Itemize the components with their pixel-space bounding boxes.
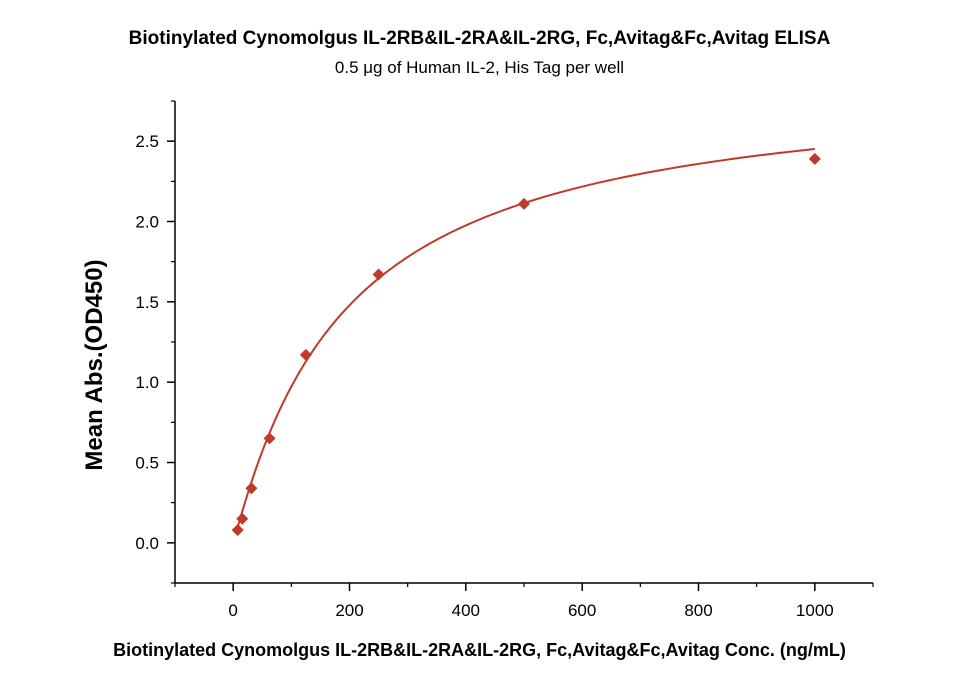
x-tick-label: 800 — [684, 601, 712, 620]
chart-subtitle: 0.5 μg of Human IL-2, His Tag per well — [334, 58, 625, 77]
fit-curve — [236, 147, 815, 528]
x-tick-label: 600 — [568, 601, 596, 620]
data-point — [372, 268, 385, 281]
x-tick-label: 1000 — [796, 601, 834, 620]
y-tick-label: 0.0 — [135, 534, 159, 553]
data-points — [231, 152, 821, 536]
y-tick-label: 2.5 — [135, 132, 159, 151]
data-point — [299, 348, 312, 361]
y-tick-label: 0.5 — [135, 454, 159, 473]
x-tick-label: 0 — [228, 601, 237, 620]
data-point — [263, 432, 276, 445]
data-point — [231, 523, 244, 536]
y-tick-label: 2.0 — [135, 213, 159, 232]
x-tick-label: 400 — [452, 601, 480, 620]
y-axis-label: Mean Abs.(OD450) — [81, 259, 108, 471]
y-tick-label: 1.5 — [135, 293, 159, 312]
data-point — [236, 512, 249, 525]
chart-title: Biotinylated Cynomolgus IL-2RB&IL-2RA&IL… — [128, 28, 831, 49]
x-tick-label: 200 — [335, 601, 363, 620]
data-point — [245, 482, 258, 495]
data-point — [518, 197, 530, 210]
fit-curve-group — [236, 147, 815, 528]
axes: 0 200 400 600 800 1000 0.0 0.5 1.0 1.5 2.0 2.5 — [135, 100, 874, 620]
x-axis-label: Biotinylated Cynomolgus IL-2RB&IL-2RA&IL… — [113, 640, 846, 660]
y-tick-label: 1.0 — [135, 373, 159, 392]
data-point — [808, 152, 821, 165]
